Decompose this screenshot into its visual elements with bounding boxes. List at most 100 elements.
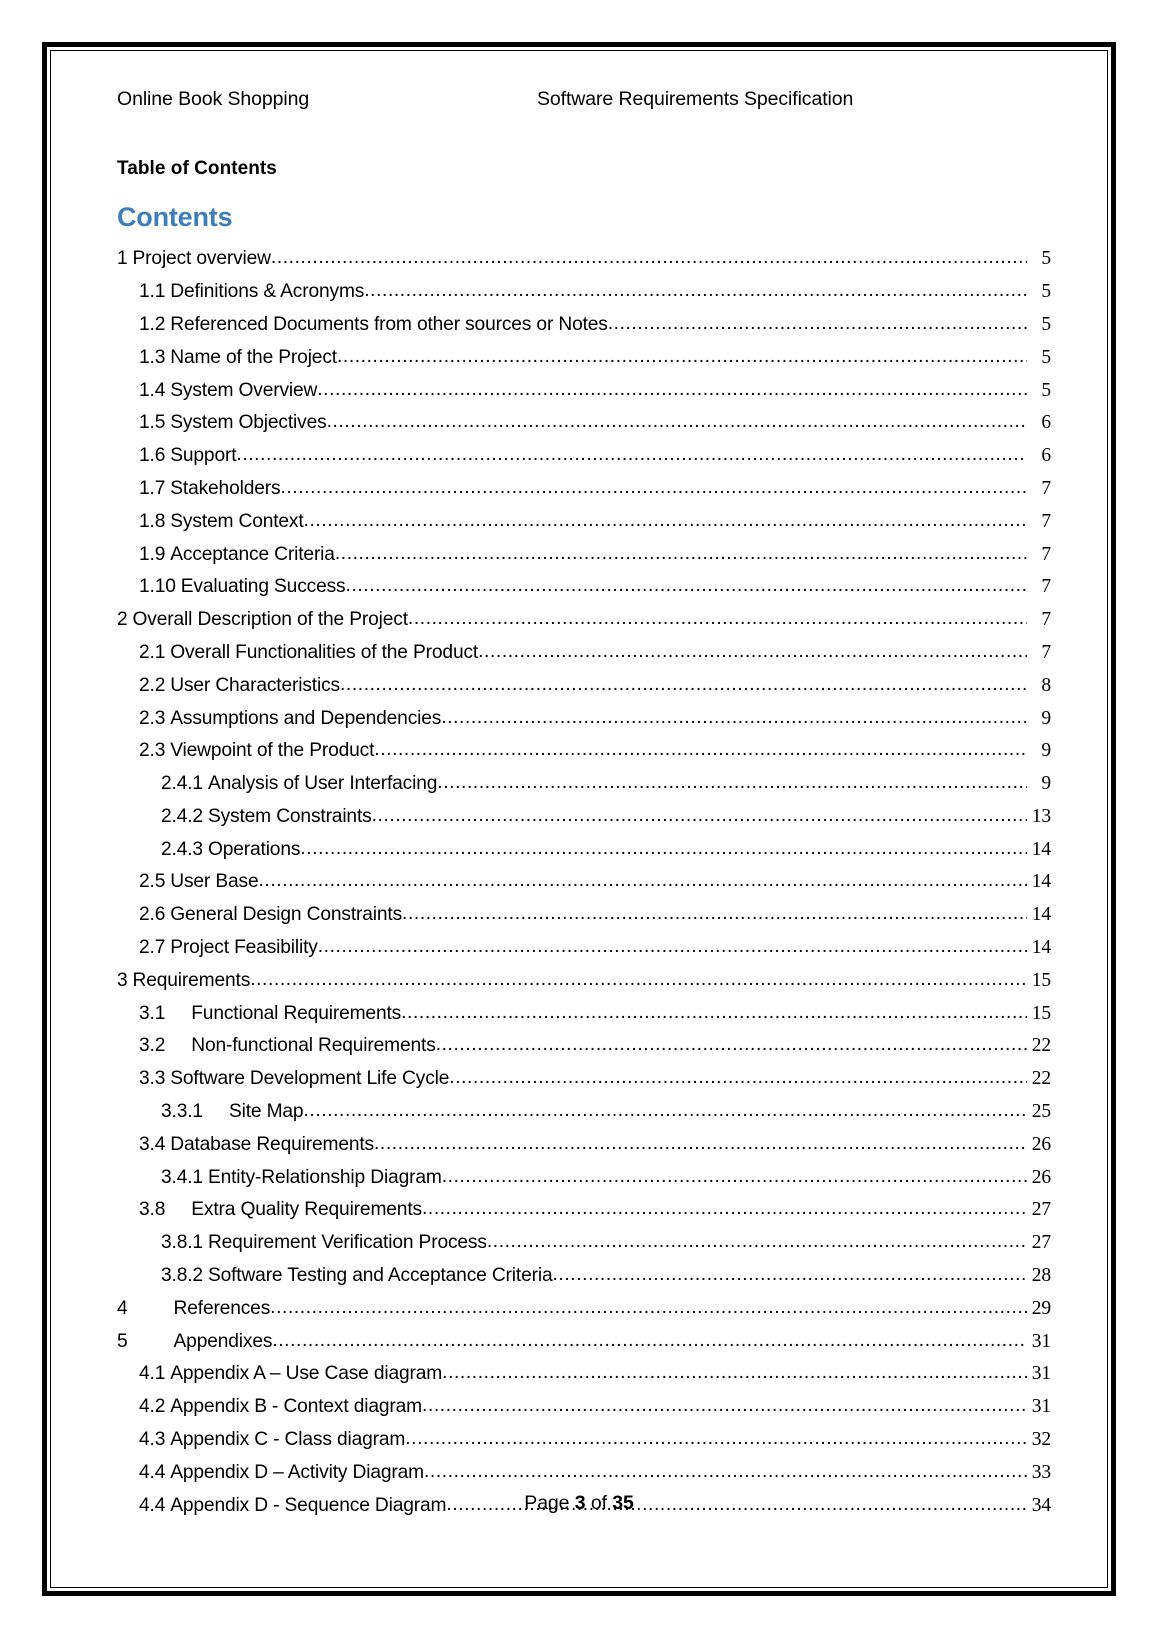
toc-entry-number: 3.4 bbox=[139, 1133, 166, 1155]
toc-entry[interactable]: 1 Project overview.......................… bbox=[117, 248, 1051, 270]
toc-entry-number: 5 bbox=[117, 1330, 128, 1352]
toc-entry[interactable]: 1.5 System Objectives....................… bbox=[117, 412, 1051, 434]
toc-leader-dots: ........................................… bbox=[441, 707, 1027, 727]
toc-entry-title: Evaluating Success bbox=[180, 576, 346, 598]
toc-entry[interactable]: 3 Requirements...........................… bbox=[117, 969, 1051, 991]
toc-entry-title: Viewpoint of the Product bbox=[170, 740, 375, 762]
toc-entry[interactable]: 2.4.1 Analysis of User Interfacing.......… bbox=[117, 773, 1051, 795]
toc-entry[interactable]: 2.3 Assumptions and Dependencies.........… bbox=[117, 707, 1051, 729]
toc-entry[interactable]: 5 Appendixes.............................… bbox=[117, 1330, 1051, 1352]
toc-entry[interactable]: 1.10 Evaluating Success..................… bbox=[117, 576, 1051, 598]
toc-entry[interactable]: 1.7 Stakeholders.........................… bbox=[117, 477, 1051, 499]
toc-entry-page-number: 6 bbox=[1041, 412, 1051, 434]
toc-leader-dots: ........................................… bbox=[421, 1199, 1027, 1219]
toc-entry-page-number: 14 bbox=[1031, 937, 1051, 959]
toc-entry-number: 4 bbox=[117, 1297, 128, 1319]
toc-entry-page-number: 7 bbox=[1041, 543, 1051, 565]
toc-entry-number: 4.3 bbox=[139, 1429, 166, 1451]
toc-entry-page-number: 5 bbox=[1041, 313, 1051, 335]
toc-entry[interactable]: 4 References.............................… bbox=[117, 1297, 1051, 1319]
toc-entry[interactable]: 4.2 Appendix B - Context diagram.........… bbox=[117, 1396, 1051, 1418]
toc-entry[interactable]: 1.9 Acceptance Criteria..................… bbox=[117, 543, 1051, 565]
toc-entry[interactable]: 3.3.1 Site Map...........................… bbox=[117, 1101, 1051, 1123]
toc-entry-title: Entity-Relationship Diagram bbox=[207, 1166, 442, 1188]
toc-entry-page-number: 9 bbox=[1041, 773, 1051, 795]
toc-leader-dots: ........................................… bbox=[405, 1429, 1027, 1449]
toc-leader-dots: ........................................… bbox=[317, 937, 1027, 957]
toc-entry-page-number: 13 bbox=[1031, 805, 1051, 827]
toc-entry-number: 2.6 bbox=[139, 904, 166, 926]
toc-entry-title: Project overview bbox=[132, 248, 272, 270]
toc-leader-dots: ........................................… bbox=[300, 838, 1027, 858]
toc-entry-number: 2.2 bbox=[139, 674, 166, 696]
toc-entry[interactable]: 4.4 Appendix D - Sequence Diagram........… bbox=[117, 1494, 1051, 1516]
toc-leader-dots: ........................................… bbox=[371, 805, 1027, 826]
toc-entry-title: Overall Functionalities of the Product bbox=[170, 641, 479, 663]
toc-entry[interactable]: 4.1 Appendix A – Use Case diagram........… bbox=[117, 1363, 1051, 1384]
toc-entry-page-number: 9 bbox=[1041, 707, 1051, 729]
toc-entry[interactable]: 1.8 System Context.......................… bbox=[117, 510, 1051, 532]
toc-leader-dots: ........................................… bbox=[303, 1101, 1027, 1121]
toc-entry-page-number: 25 bbox=[1031, 1101, 1051, 1123]
toc-entry[interactable]: 2.2 User Characteristics.................… bbox=[117, 674, 1051, 696]
toc-leader-dots: ........................................… bbox=[402, 904, 1027, 924]
toc-leader-dots: ........................................… bbox=[374, 1133, 1027, 1154]
toc-entry[interactable]: 2.5 User Base............................… bbox=[117, 871, 1051, 893]
toc-entry[interactable]: 3.8.1 Requirement Verification Process...… bbox=[117, 1232, 1051, 1254]
toc-entry-title: Overall Description of the Project bbox=[132, 609, 409, 631]
toc-entry[interactable]: 2.3 Viewpoint of the Product.............… bbox=[117, 740, 1051, 762]
toc-leader-dots: ........................................… bbox=[486, 1232, 1027, 1252]
toc-entry-title: Software Testing and Acceptance Criteria bbox=[207, 1265, 553, 1287]
toc-entry-number: 1.1 bbox=[139, 281, 166, 303]
toc-entry[interactable]: 1.3 Name of the Project..................… bbox=[117, 346, 1051, 368]
toc-entry-number: 3.2 bbox=[139, 1035, 166, 1057]
toc-leader-dots: ........................................… bbox=[317, 379, 1027, 399]
toc-entry[interactable]: 2.1 Overall Functionalities of the Produc… bbox=[117, 641, 1051, 663]
toc-leader-dots: ........................................… bbox=[437, 773, 1027, 793]
toc-entry-title: Requirement Verification Process bbox=[207, 1232, 487, 1254]
toc-leader-dots: ........................................… bbox=[422, 1396, 1027, 1416]
toc-entry[interactable]: 2 Overall Description of the Project.....… bbox=[117, 609, 1051, 631]
toc-entry-page-number: 6 bbox=[1041, 445, 1051, 467]
toc-entry-number: 3.8.1 bbox=[161, 1232, 203, 1254]
toc-entry-title: Stakeholders bbox=[170, 477, 281, 499]
toc-entry[interactable]: 4.3 Appendix C - Class diagram...........… bbox=[117, 1429, 1051, 1451]
toc-entry-title: Acceptance Criteria bbox=[170, 543, 335, 565]
toc-leader-dots: ........................................… bbox=[336, 346, 1027, 366]
toc-entry[interactable]: 2.7 Project Feasibility..................… bbox=[117, 937, 1051, 959]
toc-entry-page-number: 5 bbox=[1041, 346, 1051, 368]
toc-entry-title: Appendix D - Sequence Diagram bbox=[170, 1494, 447, 1516]
toc-entry-title: System Constraints bbox=[207, 805, 372, 827]
document-running-header: Online Book Shopping Software Requiremen… bbox=[117, 73, 1051, 112]
toc-entry-number: 4.2 bbox=[139, 1396, 166, 1418]
toc-entry-number: 3.8.2 bbox=[161, 1265, 203, 1287]
toc-entry-title: Appendix D – Activity Diagram bbox=[170, 1461, 424, 1483]
toc-entry-number: 3 bbox=[117, 969, 128, 991]
toc-entry[interactable]: 1.1 Definitions & Acronyms...............… bbox=[117, 281, 1051, 303]
toc-entry-page-number: 27 bbox=[1031, 1232, 1051, 1254]
toc-entry-number: 4.4 bbox=[139, 1494, 166, 1516]
toc-entry[interactable]: 3.3 Software Development Life Cycle......… bbox=[117, 1068, 1051, 1089]
toc-leader-dots: ........................................… bbox=[446, 1494, 1027, 1514]
toc-entry-title: Definitions & Acronyms bbox=[170, 281, 365, 303]
toc-entry-number: 1.7 bbox=[139, 477, 166, 499]
toc-entry[interactable]: 2.4.2 System Constraints.................… bbox=[117, 805, 1051, 827]
toc-leader-dots: ........................................… bbox=[449, 1068, 1027, 1088]
toc-entry-page-number: 7 bbox=[1041, 510, 1051, 532]
toc-entry[interactable]: 1.4 System Overview......................… bbox=[117, 379, 1051, 401]
toc-entry[interactable]: 1.2 Referenced Documents from other sourc… bbox=[117, 313, 1051, 335]
toc-entry[interactable]: 3.2 Non-functional Requirements..........… bbox=[117, 1035, 1051, 1057]
toc-entry-page-number: 7 bbox=[1041, 641, 1051, 663]
toc-entry[interactable]: 4.4 Appendix D – Activity Diagram........… bbox=[117, 1461, 1051, 1483]
toc-entry[interactable]: 3.4.1 Entity-Relationship Diagram........… bbox=[117, 1166, 1051, 1188]
toc-leader-dots: ........................................… bbox=[345, 576, 1027, 596]
toc-entry[interactable]: 3.8 Extra Quality Requirements...........… bbox=[117, 1199, 1051, 1220]
toc-entry[interactable]: 2.4.3 Operations.........................… bbox=[117, 838, 1051, 860]
header-right-text: Software Requirements Specification bbox=[537, 88, 854, 110]
toc-entry[interactable]: 3.8.2 Software Testing and Acceptance Cri… bbox=[117, 1265, 1051, 1287]
toc-entry[interactable]: 2.6 General Design Constraints...........… bbox=[117, 904, 1051, 926]
toc-entry[interactable]: 3.1 Functional Requirements..............… bbox=[117, 1003, 1051, 1024]
toc-entry[interactable]: 3.4 Database Requirements................… bbox=[117, 1133, 1051, 1155]
toc-entry[interactable]: 1.6 Support..............................… bbox=[117, 445, 1051, 467]
toc-entry-number: 2.5 bbox=[139, 871, 166, 893]
